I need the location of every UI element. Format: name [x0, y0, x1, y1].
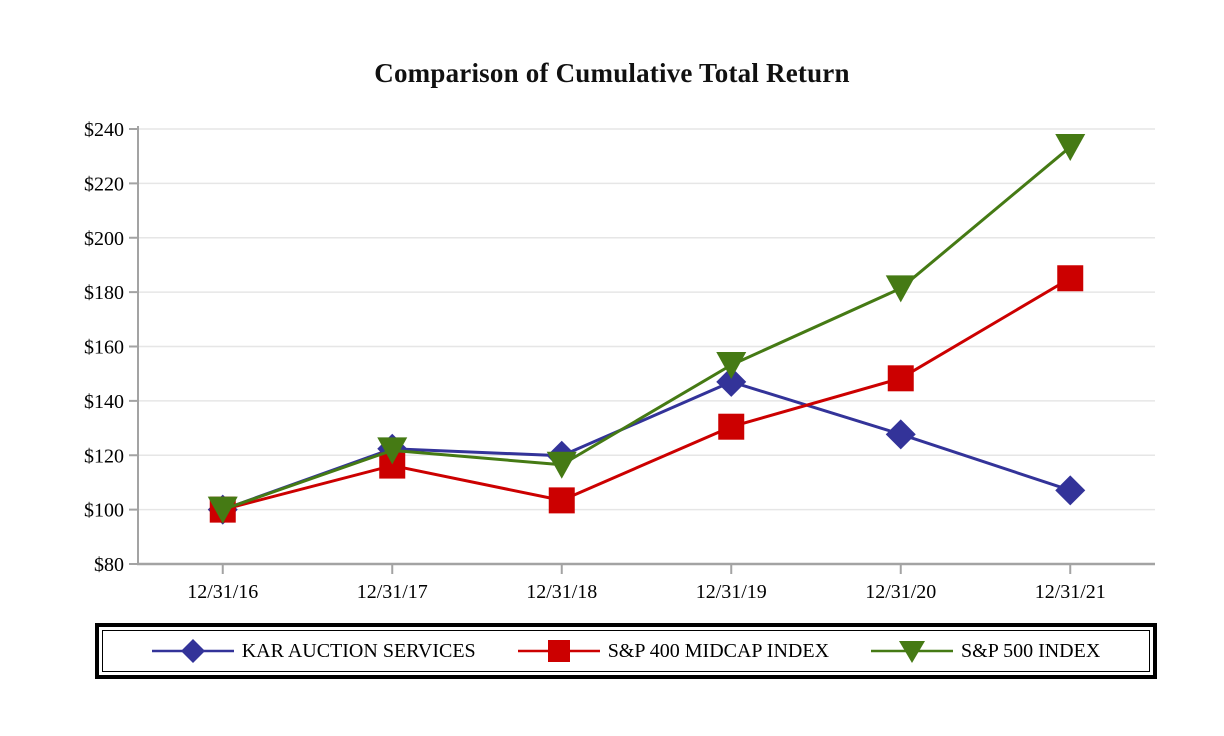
- chart-title: Comparison of Cumulative Total Return: [374, 58, 850, 88]
- legend-item-sp400-midcap: S&P 400 MIDCAP INDEX: [517, 638, 830, 664]
- x-tick-label: 12/31/21: [1035, 581, 1106, 603]
- legend-box: KAR AUCTION SERVICES S&P 400 MIDCAP INDE…: [95, 623, 1157, 679]
- legend-item-kar-auction-services: KAR AUCTION SERVICES: [151, 638, 476, 664]
- y-tick-label: $140: [84, 391, 124, 413]
- series-kar-auction-services-diamond-marker: [1055, 475, 1086, 506]
- y-tick-label: $100: [84, 500, 124, 522]
- legend-marker-shape: [180, 639, 205, 663]
- x-tick-label: 12/31/17: [357, 581, 428, 603]
- series-s-p-500-index-triangle-marker: [1055, 133, 1086, 161]
- legend-marker-shape: [547, 640, 570, 662]
- series-s-p-500-index-triangle-marker: [716, 351, 747, 379]
- legend-label-kar-auction-services: KAR AUCTION SERVICES: [241, 639, 476, 662]
- series-s-p-500-index-triangle-marker: [207, 496, 238, 524]
- y-tick-label: $220: [84, 173, 124, 195]
- series-s-p-400-midcap-index-square-marker: [718, 413, 745, 440]
- sp500-legend-marker-icon: [871, 641, 954, 663]
- y-tick-label: $120: [84, 445, 124, 467]
- series-s-p-400-midcap-index-square-marker: [887, 365, 914, 392]
- x-tick-label: 12/31/16: [187, 581, 258, 603]
- legend-item-sp500: S&P 500 INDEX: [871, 638, 1100, 664]
- y-tick-label: $160: [84, 337, 124, 359]
- legend-label-sp400-midcap: S&P 400 MIDCAP INDEX: [607, 639, 830, 662]
- series-s-p-500-index-triangle-marker: [546, 451, 577, 479]
- legend-row: KAR AUCTION SERVICES S&P 400 MIDCAP INDE…: [102, 630, 1150, 672]
- legend-marker-shape: [899, 641, 926, 663]
- y-tick-label: $240: [84, 119, 124, 141]
- sp400-midcap-legend-marker-icon: [517, 640, 600, 662]
- series-kar-auction-services-diamond-marker: [885, 419, 916, 450]
- series-line-s-p-500-index: [222, 145, 1072, 512]
- series-s-p-400-midcap-index-square-marker: [1057, 265, 1084, 292]
- y-tick-label: $80: [94, 554, 124, 576]
- legend-label-sp500: S&P 500 INDEX: [961, 639, 1101, 662]
- x-tick-label: 12/31/18: [526, 581, 597, 603]
- series-s-p-500-index-triangle-marker: [885, 275, 916, 303]
- kar-auction-services-legend-marker-icon: [151, 639, 234, 663]
- chart-canvas: $80 $100 $120 $140 $160 $180 $200 $220 $240 12/31…: [84, 119, 1155, 603]
- series-s-p-400-midcap-index-square-marker: [548, 487, 575, 514]
- y-tick-label: $180: [84, 282, 124, 304]
- x-tick-label: 12/31/19: [696, 581, 767, 603]
- series-kar-auction-services-diamond-marker: [716, 366, 747, 397]
- series-s-p-500-index-triangle-marker: [377, 437, 408, 465]
- x-tick-label: 12/31/20: [865, 581, 936, 603]
- y-tick-label: $200: [84, 228, 124, 250]
- series-line-s-p-400-midcap-index: [222, 276, 1072, 512]
